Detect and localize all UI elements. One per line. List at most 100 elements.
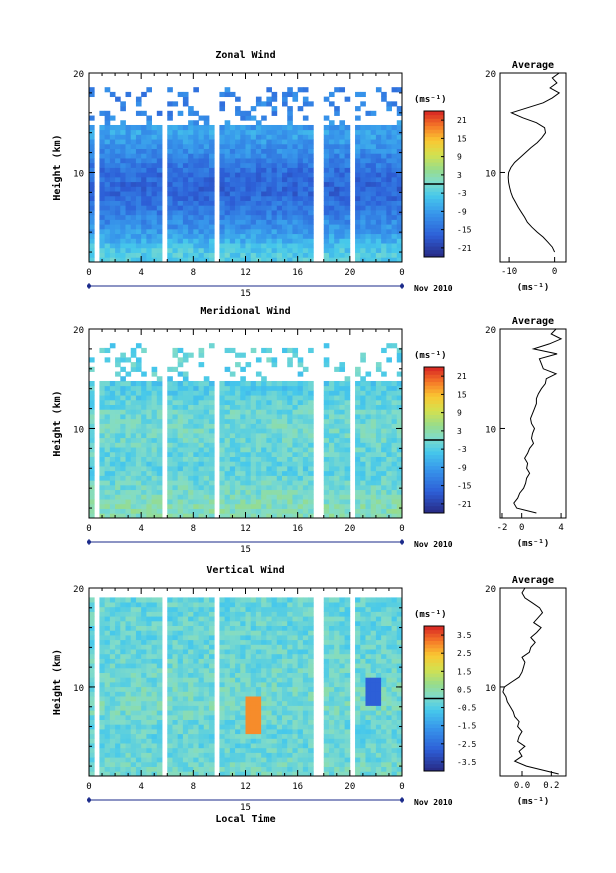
heatmap-cell (104, 691, 111, 697)
heatmap-cell (203, 162, 210, 168)
heatmap-cell (344, 484, 351, 491)
heatmap-cell (370, 110, 377, 116)
heatmap-cell (365, 409, 372, 415)
heatmap-cell (271, 451, 278, 457)
colorbar-segment (424, 469, 444, 474)
heatmap-cell (172, 456, 179, 462)
heatmap-cell (130, 124, 137, 131)
heatmap-cell (235, 451, 241, 457)
heatmap-cell (104, 395, 111, 401)
heatmap-cell (198, 158, 205, 164)
heatmap-cell (235, 606, 241, 612)
heatmap-cell (297, 513, 304, 519)
heatmap-cell (224, 771, 231, 777)
heatmap-cell (276, 630, 283, 636)
heatmap-cell (334, 228, 340, 235)
heatmap-cell (224, 214, 231, 220)
heatmap-cell (172, 347, 179, 354)
heatmap-cell (261, 494, 267, 500)
heatmap-cell (266, 428, 272, 434)
heatmap-cell (156, 195, 163, 201)
heatmap-cell (151, 691, 158, 697)
heatmap-cell (339, 432, 346, 439)
heatmap-cell (224, 761, 231, 767)
heatmap-cell (344, 96, 351, 102)
heatmap-cell (235, 200, 241, 206)
heatmap-cell (120, 602, 126, 608)
heatmap-cell (365, 461, 372, 467)
heatmap-cell (386, 139, 392, 145)
heatmap-cell (292, 447, 299, 453)
heatmap-cell (245, 503, 252, 509)
heatmap-cell (120, 219, 126, 225)
heatmap-cell (182, 743, 189, 749)
heatmap-cell (135, 494, 142, 500)
heatmap-cell (203, 752, 210, 758)
heatmap-cell (370, 214, 377, 220)
heatmap-cell (115, 148, 121, 154)
heatmap-cell (276, 124, 283, 131)
heatmap-cell (104, 418, 111, 424)
heatmap-cell (193, 447, 199, 453)
heatmap-cell (130, 347, 137, 354)
heatmap-cell (297, 437, 304, 443)
heatmap-cell (276, 686, 283, 692)
heatmap-cell (255, 696, 262, 702)
heatmap-cell (255, 228, 262, 235)
colorbar-tick-label: -21 (457, 244, 472, 253)
heatmap-cell (125, 252, 132, 258)
heatmap-cell (219, 451, 226, 457)
heatmap-cell (177, 423, 184, 429)
heatmap-cell (355, 238, 361, 244)
heatmap-cell (292, 428, 299, 434)
heatmap-cell (177, 428, 184, 434)
heatmap-cell (370, 409, 377, 415)
heatmap-cell (276, 494, 283, 500)
heatmap-cell (182, 243, 189, 249)
heatmap-cell (182, 233, 189, 239)
heatmap-cell (188, 176, 194, 183)
heatmap-cell (334, 437, 340, 443)
heatmap-cell (208, 719, 215, 725)
heatmap-cell (381, 371, 387, 377)
heatmap-cell (89, 743, 95, 749)
heatmap-cell (135, 508, 142, 514)
heatmap-cell (172, 696, 179, 702)
heatmap-cell (146, 181, 152, 187)
heatmap-cell (146, 743, 152, 749)
heatmap-cell (360, 499, 366, 505)
heatmap-cell (287, 484, 293, 491)
heatmap-cell (271, 761, 278, 767)
heatmap-cell (172, 494, 179, 500)
heatmap-cell (104, 120, 111, 126)
heatmap-cell (104, 110, 111, 116)
heatmap-cell (177, 470, 184, 476)
heatmap-cell (172, 761, 179, 767)
colorbar-segment (424, 158, 444, 163)
heatmap-cell (104, 757, 111, 763)
heatmap-cell (141, 395, 147, 401)
heatmap-cell (156, 376, 163, 382)
heatmap-cell (229, 606, 236, 612)
heatmap-cell (235, 461, 241, 467)
heatmap-cell (146, 228, 152, 235)
heatmap-cell (193, 418, 199, 424)
heatmap-cell (120, 743, 126, 749)
heatmap-cell (235, 766, 241, 772)
heatmap-cell (89, 124, 95, 131)
heatmap-cell (323, 499, 330, 505)
heatmap-cell (297, 214, 304, 220)
heatmap-cell (235, 139, 241, 145)
heatmap-cell (172, 414, 179, 420)
heatmap-cell (115, 489, 121, 495)
heatmap-cell (219, 101, 226, 107)
heatmap-cell (328, 243, 335, 249)
heatmap-cell (115, 447, 121, 453)
heatmap-cell (302, 153, 309, 159)
heatmap-cell (292, 233, 299, 239)
heatmap-cell (245, 677, 252, 683)
x-tick-label: 0 (86, 524, 91, 534)
heatmap-cell (188, 475, 194, 481)
heatmap-cell (297, 243, 304, 249)
heatmap-cell (146, 700, 152, 706)
